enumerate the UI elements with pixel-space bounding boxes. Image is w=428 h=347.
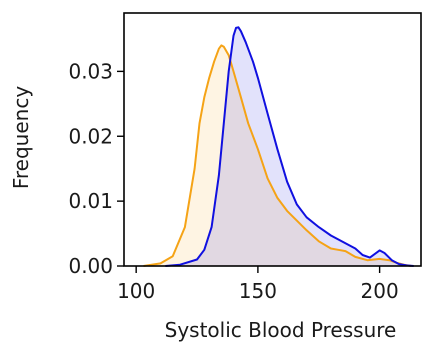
y-tick-label: 0.01 (68, 189, 113, 213)
y-tick-label: 0.00 (68, 254, 113, 278)
x-axis-ticks: 100 150 200 (117, 266, 399, 303)
series-1-area (143, 45, 412, 267)
x-tick-label: 150 (239, 279, 277, 303)
plot-frame (123, 12, 422, 267)
plot-lines (143, 26, 414, 267)
x-tick-label: 200 (361, 279, 399, 303)
series-1-line (143, 44, 412, 267)
y-axis-ticks: 0.00 0.01 0.02 0.03 (68, 59, 124, 278)
y-tick-label: 0.02 (68, 124, 113, 148)
series-2-line (165, 26, 414, 267)
x-axis-title: Systolic Blood Pressure (165, 318, 397, 342)
y-tick-label: 0.03 (68, 59, 113, 83)
x-tick-label: 100 (117, 279, 155, 303)
y-axis-title: Frequency (9, 86, 33, 189)
